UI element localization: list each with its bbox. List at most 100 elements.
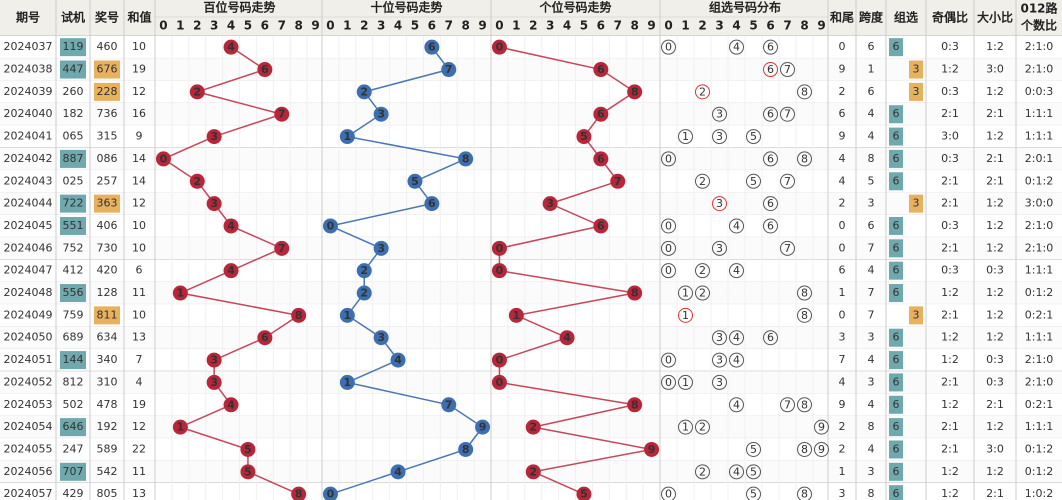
dist-digit: 7 — [784, 63, 791, 76]
ball — [458, 441, 474, 457]
dist-circle — [729, 263, 744, 279]
draw: 228 — [97, 85, 118, 98]
odd-even: 3:0 — [941, 130, 959, 143]
big-small: 1:2 — [986, 197, 1004, 210]
digit-header: 4 — [563, 19, 571, 33]
odd-even: 2:1 — [941, 107, 959, 120]
big-small: 0:3 — [986, 353, 1004, 366]
group: 6 — [893, 264, 900, 277]
ball — [189, 173, 205, 189]
draw: 406 — [97, 219, 118, 232]
header-label: 百位号码走势 — [203, 0, 275, 15]
test: 551 — [63, 219, 84, 232]
group: 6 — [893, 375, 900, 388]
group-box — [889, 172, 903, 191]
ball — [373, 106, 389, 122]
tail: 6 — [839, 264, 846, 277]
digit-header: 9 — [817, 19, 825, 33]
test: 182 — [63, 107, 84, 120]
route: 0:1:2 — [1025, 286, 1053, 299]
big-small: 2:1 — [986, 107, 1004, 120]
odd-even: 1:2 — [941, 353, 959, 366]
dist-digit: 2 — [699, 175, 706, 188]
sum: 6 — [136, 264, 143, 277]
dist-circle — [678, 374, 693, 390]
test: 556 — [63, 286, 84, 299]
ball — [407, 173, 423, 189]
odd-even: 1:2 — [941, 286, 959, 299]
issue: 2024057 — [4, 487, 53, 500]
dist-digit: 6 — [767, 41, 774, 54]
dist-circle — [780, 240, 795, 256]
ball-digit: 8 — [631, 287, 639, 300]
span: 8 — [868, 152, 875, 165]
group: 6 — [893, 107, 900, 120]
digit-header: 7 — [278, 19, 286, 33]
ball — [491, 374, 507, 390]
sum: 10 — [132, 40, 146, 53]
issue: 2024056 — [4, 465, 53, 478]
ball — [206, 196, 222, 212]
tail: 3 — [839, 487, 846, 500]
span: 4 — [868, 442, 875, 455]
ball — [206, 129, 222, 145]
ball — [593, 218, 609, 234]
digit-header: 7 — [445, 19, 453, 33]
dist-digit: 9 — [818, 421, 825, 434]
ball-digit: 6 — [597, 63, 605, 76]
digit-header: 6 — [428, 19, 436, 33]
big-small: 1:2 — [986, 130, 1004, 143]
dist-circle — [712, 330, 727, 346]
test-highlight — [60, 284, 86, 303]
dist-circle — [797, 441, 812, 457]
big-small: 1:2 — [986, 465, 1004, 478]
group: 6 — [893, 286, 900, 299]
dist-circle — [678, 307, 693, 323]
ball-digit: 5 — [244, 465, 252, 478]
ball-digit: 0 — [160, 152, 168, 165]
ball-digit: 0 — [327, 488, 335, 500]
header-label: 012路 — [1020, 1, 1058, 16]
dist-digit: 0 — [665, 41, 672, 54]
digit-header: 1 — [343, 19, 351, 33]
ball-digit: 1 — [513, 309, 521, 322]
big-small: 0:3 — [986, 375, 1004, 388]
ball — [240, 441, 256, 457]
dist-circle — [712, 374, 727, 390]
sum: 9 — [136, 130, 143, 143]
issue: 2024042 — [4, 152, 53, 165]
digit-header: 2 — [360, 19, 368, 33]
dist-circle — [695, 263, 710, 279]
dist-digit: 4 — [733, 465, 740, 478]
issue: 2024051 — [4, 353, 53, 366]
ball-digit: 3 — [210, 130, 218, 143]
ball-digit: 1 — [344, 130, 352, 143]
dist-circle — [746, 441, 761, 457]
ball — [223, 39, 239, 55]
ball-digit: 8 — [462, 152, 470, 165]
ball-digit: 0 — [496, 242, 504, 255]
big-small: 2:1 — [986, 398, 1004, 411]
draw: 310 — [97, 375, 118, 388]
tail: 7 — [839, 353, 846, 366]
header-label: 奖号 — [95, 10, 119, 25]
row-bg — [0, 192, 1062, 215]
row-bg — [0, 304, 1062, 327]
group: 6 — [893, 465, 900, 478]
odd-even: 0:3 — [941, 85, 959, 98]
row-bg — [0, 58, 1062, 81]
group: 6 — [893, 219, 900, 232]
header-label: 组选 — [894, 10, 918, 25]
dist-digit: 0 — [665, 152, 672, 165]
ball — [223, 218, 239, 234]
dist-circle — [780, 397, 795, 413]
dist-digit: 6 — [767, 152, 774, 165]
dist-digit: 0 — [665, 242, 672, 255]
route: 2:1:0 — [1025, 63, 1053, 76]
ball-digit: 0 — [327, 219, 335, 232]
test: 812 — [63, 375, 84, 388]
digit-header: 5 — [411, 19, 419, 33]
ball-digit: 0 — [496, 376, 504, 389]
dist-circle — [746, 464, 761, 480]
